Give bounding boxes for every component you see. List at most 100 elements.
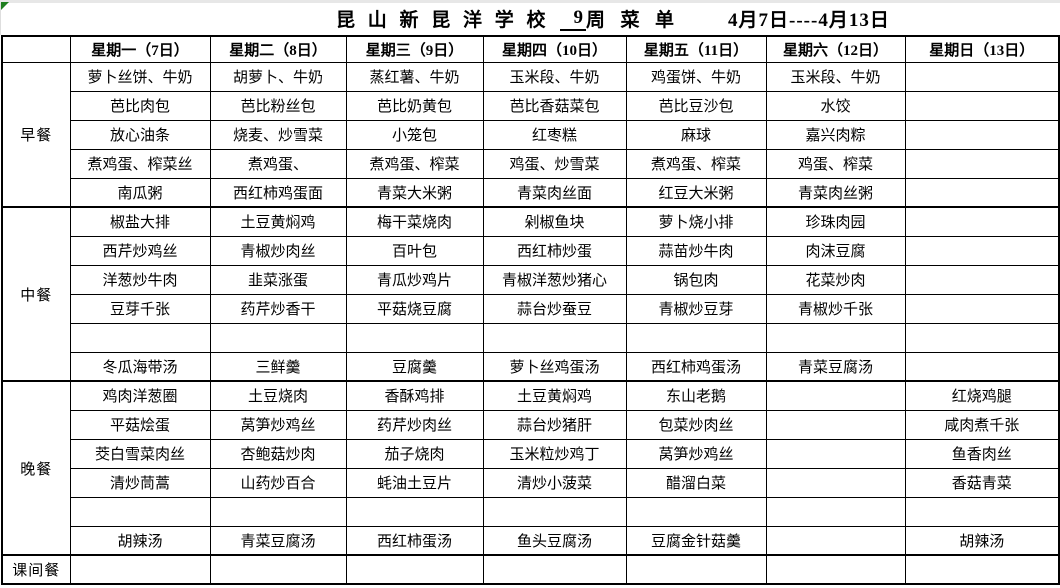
menu-cell: 烧麦、炒雪菜: [209, 119, 347, 150]
menu-cell: 蒜台炒猪肝: [482, 409, 627, 440]
menu-table: 星期一（7日） 星期二（8日） 星期三（9日） 星期四（10日） 星期五（11日） 星期六…: [1, 35, 1060, 585]
menu-cell: [69, 322, 211, 353]
menu-cell: 药芹炒肉丝: [345, 409, 484, 440]
day-header: 星期六（12日）: [765, 35, 906, 63]
menu-cell: 豆腐金针菇羹: [625, 525, 767, 556]
menu-cell: 西红柿蛋汤: [345, 525, 484, 556]
menu-cell: 放心油条: [69, 119, 211, 150]
menu-cell: 芭比肉包: [69, 90, 211, 121]
menu-cell: 莴笋炒鸡丝: [625, 438, 767, 469]
menu-row: 煮鸡蛋、榨菜丝 煮鸡蛋、 煮鸡蛋、榨菜 鸡蛋、炒雪菜 煮鸡蛋、榨菜 鸡蛋、榨菜: [2, 148, 1060, 179]
menu-cell: 豆腐羹: [345, 351, 484, 382]
menu-cell: 香菇青菜: [904, 467, 1060, 498]
date-range: 4月7日----4月13日: [728, 10, 890, 31]
menu-cell: 东山老鹅: [625, 380, 767, 411]
menu-cell: 鸡蛋饼、牛奶: [625, 61, 767, 92]
menu-cell: 嘉兴肉粽: [765, 119, 906, 150]
week-number: 9: [559, 7, 587, 31]
menu-cell: 青椒洋葱炒猪心: [482, 264, 627, 295]
menu-cell: 青菜豆腐汤: [209, 525, 347, 556]
section-label-dinner: 晚餐: [1, 380, 71, 556]
menu-cell: [765, 467, 906, 498]
menu-cell: 煮鸡蛋、榨菜丝: [69, 148, 211, 179]
menu-cell: 梅干菜烧肉: [345, 206, 484, 237]
menu-cell: 萝卜烧小排: [625, 206, 767, 237]
menu-cell: 芭比粉丝包: [209, 90, 347, 121]
menu-cell: 煮鸡蛋、榨菜: [345, 148, 484, 179]
menu-cell: 肉沫豆腐: [765, 235, 906, 266]
menu-cell: 青椒炒豆芽: [625, 293, 767, 324]
menu-cell: 青菜肉丝粥: [765, 177, 906, 208]
menu-cell: 红豆大米粥: [625, 177, 767, 208]
menu-cell: 土豆黄焖鸡: [209, 206, 347, 237]
menu-cell: 鸡蛋、炒雪菜: [482, 148, 627, 179]
menu-cell: [904, 235, 1060, 266]
menu-cell: 青瓜炒鸡片: [345, 264, 484, 295]
menu-cell: [345, 554, 484, 585]
menu-cell: 红枣糕: [482, 119, 627, 150]
menu-cell: [765, 438, 906, 469]
menu-row: 南瓜粥 西红柿鸡蛋面 青菜大米粥 青菜肉丝面 红豆大米粥 青菜肉丝粥: [2, 177, 1060, 208]
menu-cell: 鸡蛋、榨菜: [765, 148, 906, 179]
menu-cell: 茄子烧肉: [345, 438, 484, 469]
menu-cell: 清炒小菠菜: [482, 467, 627, 498]
day-header: 星期三（9日）: [345, 35, 484, 63]
menu-cell: [69, 496, 211, 527]
menu-cell: [69, 554, 211, 585]
menu-cell: 煮鸡蛋、: [209, 148, 347, 179]
menu-cell: [625, 322, 767, 353]
section-label-lunch: 中餐: [1, 206, 71, 382]
menu-cell: [482, 322, 627, 353]
menu-cell: 西红柿炒蛋: [482, 235, 627, 266]
menu-row: 芭比肉包 芭比粉丝包 芭比奶黄包 芭比香菇菜包 芭比豆沙包 水饺: [2, 90, 1060, 121]
cell-error-marker-icon: [1, 2, 9, 10]
menu-word: 周 菜 单: [586, 10, 677, 31]
left-gridline-strip: [0, 3, 1, 35]
menu-cell: 蒜台炒蚕豆: [482, 293, 627, 324]
menu-cell: 萝卜丝鸡蛋汤: [482, 351, 627, 382]
menu-cell: 鱼头豆腐汤: [482, 525, 627, 556]
menu-row: 早餐 萝卜丝饼、牛奶 胡萝卜、牛奶 蒸红薯、牛奶 玉米段、牛奶 鸡蛋饼、牛奶 玉米段、牛奶: [1, 61, 1060, 208]
menu-row: 冬瓜海带汤 三鲜羹 豆腐羹 萝卜丝鸡蛋汤 西红柿鸡蛋汤 青菜豆腐汤: [2, 351, 1060, 382]
menu-cell: 平菇烩蛋: [69, 409, 211, 440]
menu-cell: [904, 206, 1060, 237]
day-header: 星期五（11日）: [625, 35, 767, 63]
menu-cell: 青椒炒肉丝: [209, 235, 347, 266]
day-header: 星期四（10日）: [482, 35, 627, 63]
menu-cell: 包菜炒肉丝: [625, 409, 767, 440]
menu-cell: [904, 177, 1060, 208]
menu-row: [2, 322, 1060, 353]
day-header: 星期一（7日）: [69, 35, 211, 63]
menu-cell: [904, 90, 1060, 121]
corner-header-cell: [1, 35, 71, 63]
day-header: 星期二（8日）: [209, 35, 347, 63]
menu-cell: 洋葱炒牛肉: [69, 264, 211, 295]
menu-cell: [765, 322, 906, 353]
menu-cell: 珍珠肉园: [765, 206, 906, 237]
menu-cell: 平菇烧豆腐: [345, 293, 484, 324]
menu-cell: [904, 264, 1060, 295]
menu-cell: 煮鸡蛋、榨菜: [625, 148, 767, 179]
day-header: 星期日（13日）: [904, 35, 1060, 63]
menu-cell: 三鲜羹: [209, 351, 347, 382]
menu-cell: 芭比奶黄包: [345, 90, 484, 121]
menu-cell: [904, 61, 1060, 92]
menu-cell: [765, 380, 906, 411]
menu-cell: 药芹炒香干: [209, 293, 347, 324]
menu-cell: 南瓜粥: [69, 177, 211, 208]
menu-cell: 蒸红薯、牛奶: [345, 61, 484, 92]
menu-cell: 花菜炒肉: [765, 264, 906, 295]
menu-cell: [482, 496, 627, 527]
menu-cell: 韭菜涨蛋: [209, 264, 347, 295]
menu-cell: 锅包肉: [625, 264, 767, 295]
menu-cell: 茭白雪菜肉丝: [69, 438, 211, 469]
menu-row: 洋葱炒牛肉 韭菜涨蛋 青瓜炒鸡片 青椒洋葱炒猪心 锅包肉 花菜炒肉: [2, 264, 1060, 295]
menu-cell: 百叶包: [345, 235, 484, 266]
menu-cell: 冬瓜海带汤: [69, 351, 211, 382]
menu-cell: [482, 554, 627, 585]
menu-cell: [209, 496, 347, 527]
section-label-snack: 课间餐: [1, 554, 71, 585]
menu-cell: 剁椒鱼块: [482, 206, 627, 237]
